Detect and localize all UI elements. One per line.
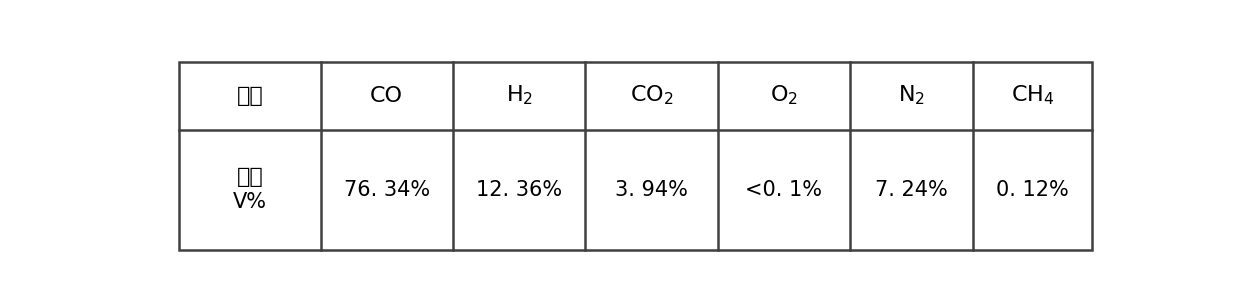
Text: 组成: 组成 (237, 168, 263, 187)
Text: N$_2$: N$_2$ (898, 84, 925, 107)
Text: 3. 94%: 3. 94% (615, 180, 688, 200)
Text: CO$_2$: CO$_2$ (630, 84, 673, 107)
Text: V%: V% (233, 192, 267, 212)
Text: H$_2$: H$_2$ (506, 84, 533, 107)
Text: 成分: 成分 (237, 86, 263, 106)
Bar (179, 62, 1092, 250)
Text: 7. 24%: 7. 24% (875, 180, 949, 200)
Text: 12. 36%: 12. 36% (476, 180, 562, 200)
Text: CO: CO (371, 86, 403, 106)
Text: <0. 1%: <0. 1% (745, 180, 822, 200)
Text: CH$_4$: CH$_4$ (1011, 84, 1054, 107)
Text: 0. 12%: 0. 12% (996, 180, 1069, 200)
Text: 76. 34%: 76. 34% (343, 180, 430, 200)
Text: O$_2$: O$_2$ (770, 84, 797, 107)
